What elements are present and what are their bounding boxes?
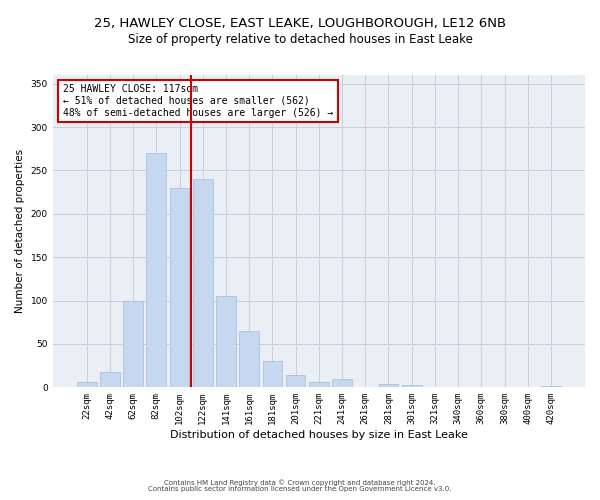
Bar xyxy=(146,153,166,388)
Bar xyxy=(541,386,561,388)
Bar xyxy=(286,375,305,388)
Bar xyxy=(332,378,352,388)
Bar xyxy=(216,296,236,388)
Bar xyxy=(123,300,143,388)
Text: 25 HAWLEY CLOSE: 117sqm
← 51% of detached houses are smaller (562)
48% of semi-d: 25 HAWLEY CLOSE: 117sqm ← 51% of detache… xyxy=(64,84,334,117)
Bar xyxy=(309,382,329,388)
Text: Size of property relative to detached houses in East Leake: Size of property relative to detached ho… xyxy=(128,32,472,46)
Y-axis label: Number of detached properties: Number of detached properties xyxy=(15,149,25,313)
Bar xyxy=(379,384,398,388)
Text: 25, HAWLEY CLOSE, EAST LEAKE, LOUGHBOROUGH, LE12 6NB: 25, HAWLEY CLOSE, EAST LEAKE, LOUGHBOROU… xyxy=(94,18,506,30)
Bar xyxy=(402,384,422,388)
Text: Contains HM Land Registry data © Crown copyright and database right 2024.
Contai: Contains HM Land Registry data © Crown c… xyxy=(148,479,452,492)
Bar xyxy=(77,382,97,388)
Bar xyxy=(263,362,282,388)
X-axis label: Distribution of detached houses by size in East Leake: Distribution of detached houses by size … xyxy=(170,430,468,440)
Bar xyxy=(100,372,120,388)
Bar xyxy=(193,179,212,388)
Bar xyxy=(170,188,190,388)
Bar xyxy=(239,331,259,388)
